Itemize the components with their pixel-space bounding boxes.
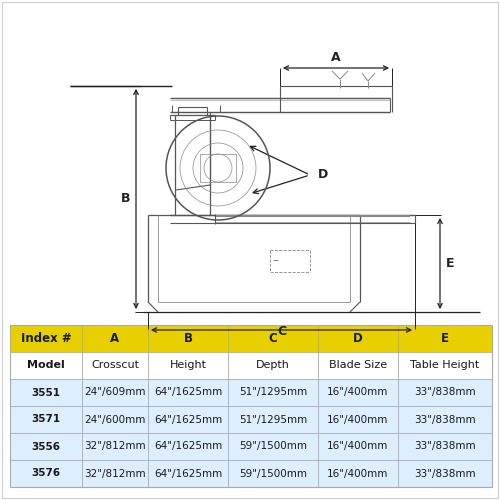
Text: B: B [184, 332, 192, 345]
Text: 64"/1625mm: 64"/1625mm [154, 468, 222, 478]
Text: Index #: Index # [20, 332, 72, 345]
Text: 3571: 3571 [32, 414, 60, 424]
Text: 59"/1500mm: 59"/1500mm [239, 442, 307, 452]
Bar [10, 352, 492, 379]
Text: B: B [121, 192, 131, 205]
Text: C: C [268, 332, 278, 345]
Bar [0, 0, 500, 325]
Text: E: E [441, 332, 449, 345]
Text: 16"/400mm: 16"/400mm [328, 388, 388, 398]
Text: 3551: 3551 [32, 388, 60, 398]
Text: 16"/400mm: 16"/400mm [328, 468, 388, 478]
Bar [10, 406, 492, 433]
Text: 51"/1295mm: 51"/1295mm [239, 414, 307, 424]
Text: 24"/600mm: 24"/600mm [84, 414, 146, 424]
Text: Depth: Depth [256, 360, 290, 370]
Text: 32"/812mm: 32"/812mm [84, 468, 146, 478]
Text: 33"/838mm: 33"/838mm [414, 442, 476, 452]
Bar [10, 325, 492, 352]
Text: D: D [318, 168, 328, 181]
Text: Blade Size: Blade Size [329, 360, 387, 370]
Text: A: A [110, 332, 120, 345]
Bar [10, 460, 492, 487]
Text: 33"/838mm: 33"/838mm [414, 468, 476, 478]
Bar [10, 433, 492, 460]
Text: 33"/838mm: 33"/838mm [414, 388, 476, 398]
Text: 59"/1500mm: 59"/1500mm [239, 468, 307, 478]
Text: Crosscut: Crosscut [91, 360, 139, 370]
Text: E: E [446, 257, 454, 270]
Text: 16"/400mm: 16"/400mm [328, 414, 388, 424]
Text: Height: Height [170, 360, 206, 370]
Text: 16"/400mm: 16"/400mm [328, 442, 388, 452]
Text: 64"/1625mm: 64"/1625mm [154, 414, 222, 424]
Bar [200, 154, 236, 182]
Text: 3556: 3556 [32, 442, 60, 452]
Text: 64"/1625mm: 64"/1625mm [154, 442, 222, 452]
Text: 33"/838mm: 33"/838mm [414, 414, 476, 424]
Text: D: D [353, 332, 363, 345]
Text: Model: Model [27, 360, 65, 370]
Text: 24"/609mm: 24"/609mm [84, 388, 146, 398]
Text: A: A [331, 51, 341, 64]
Text: 64"/1625mm: 64"/1625mm [154, 388, 222, 398]
Bar [10, 379, 492, 406]
Text: C: C [277, 325, 286, 338]
Text: 51"/1295mm: 51"/1295mm [239, 388, 307, 398]
Text: Table Height: Table Height [410, 360, 480, 370]
Text: 3576: 3576 [32, 468, 60, 478]
Text: 32"/812mm: 32"/812mm [84, 442, 146, 452]
